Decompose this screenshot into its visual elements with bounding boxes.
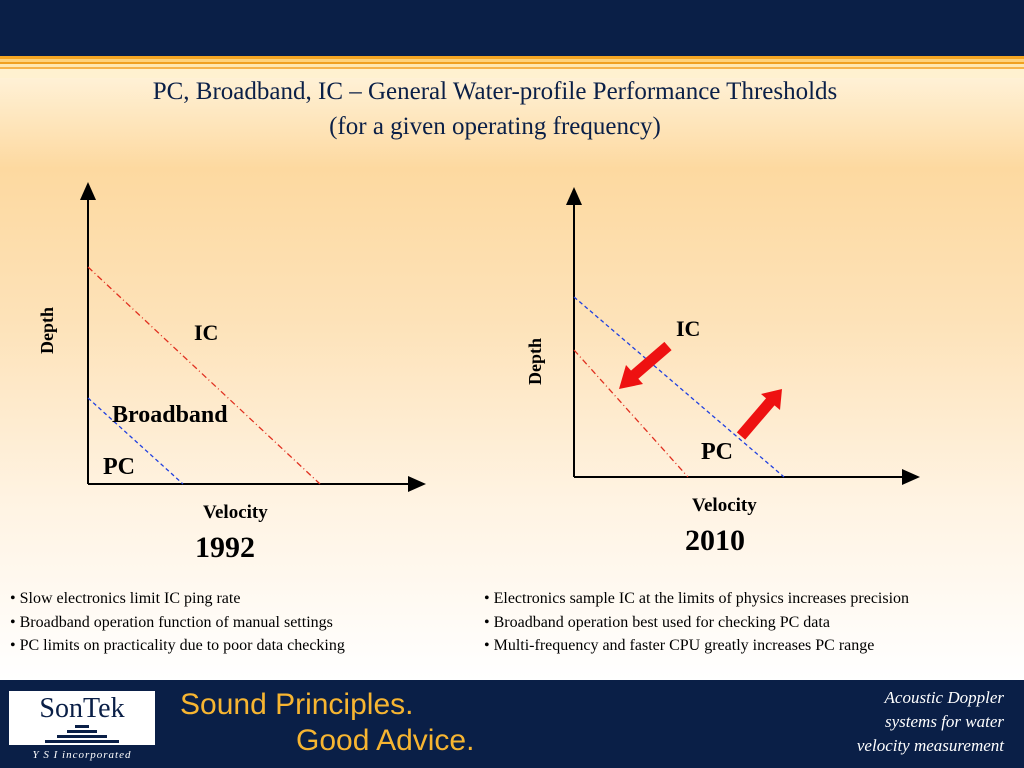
right-bullet: • Broadband operation best used for chec… <box>484 613 830 631</box>
right-bullet: • Multi-frequency and faster CPU greatly… <box>484 637 875 654</box>
left-year: 1992 <box>195 531 255 564</box>
slide-subtitle: (for a given operating frequency) <box>329 113 661 140</box>
tagline-line-2: systems for water <box>885 712 1004 731</box>
right-arrow-up-right <box>736 397 776 440</box>
left-y-axis-label: Depth <box>37 307 57 354</box>
header-bar <box>0 0 1024 56</box>
right-pc-threshold-line <box>573 349 689 478</box>
slogan-line-2: Good Advice. <box>296 724 475 757</box>
left-label-broadband: Broadband <box>112 402 228 428</box>
right-diagram: Depth Velocity IC PC 2010 <box>525 187 920 557</box>
logo-name: SonTek <box>39 693 125 724</box>
tagline-line-1: Acoustic Doppler <box>884 688 1004 707</box>
tagline-line-3: velocity measurement <box>856 736 1004 755</box>
right-x-axis-label: Velocity <box>692 495 757 516</box>
left-diagram: Depth Velocity IC Broadband PC 1992 <box>37 182 426 564</box>
left-bullet: • Broadband operation function of manual… <box>10 613 333 631</box>
right-label-pc: PC <box>701 439 733 465</box>
left-bullet: • Slow electronics limit IC ping rate <box>10 590 241 607</box>
slide-content-area <box>0 78 1024 680</box>
left-label-ic: IC <box>194 320 218 345</box>
left-x-axis-label: Velocity <box>203 502 268 523</box>
diagram-canvas: Depth Velocity IC Broadband PC 1992 Dept… <box>37 182 920 564</box>
left-bullet-list: • Slow electronics limit IC ping rate • … <box>10 587 470 658</box>
header-stripes <box>0 56 1024 78</box>
sontek-logo: SonTek Y S I incorporated <box>8 690 156 766</box>
right-y-axis-label: Depth <box>525 338 545 385</box>
footer-bar <box>0 680 1024 768</box>
right-bullet: • Electronics sample IC at the limits of… <box>484 590 910 607</box>
left-bullet: • PC limits on practicality due to poor … <box>10 637 345 654</box>
right-year: 2010 <box>685 524 745 557</box>
right-label-ic: IC <box>676 316 700 341</box>
logo-subtitle: Y S I incorporated <box>9 745 155 765</box>
right-arrow-up-left-head <box>619 365 643 389</box>
right-bullet-list: • Electronics sample IC at the limits of… <box>484 587 1024 658</box>
left-label-pc: PC <box>103 454 135 480</box>
slogan-line-1: Sound Principles. <box>180 688 414 721</box>
left-ic-threshold-line <box>87 266 321 485</box>
slide-title: PC, Broadband, IC – General Water-profil… <box>152 78 838 105</box>
right-arrow-up-right-head <box>761 389 782 410</box>
logo-waves-icon <box>45 725 119 743</box>
left-pc-threshold-line <box>87 397 184 485</box>
right-arrow-up-left <box>628 341 672 382</box>
